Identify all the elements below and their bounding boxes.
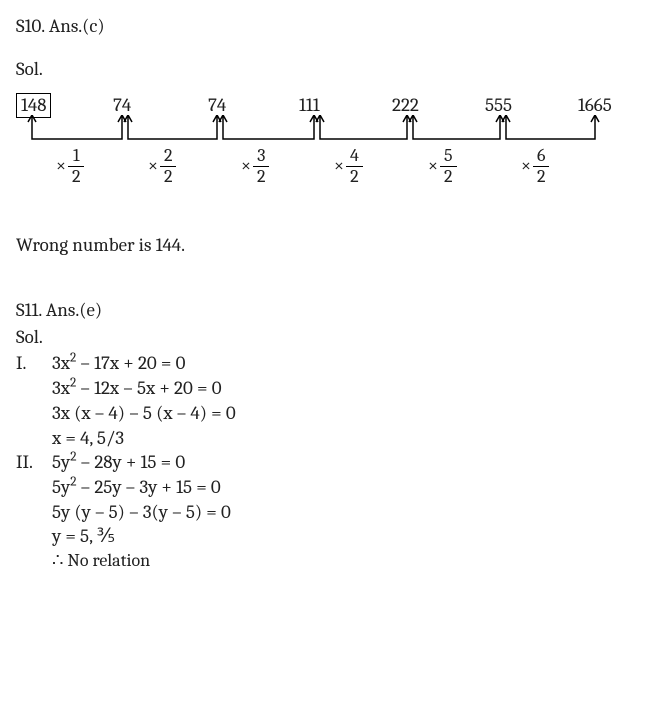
multiplier-4: ×52 bbox=[428, 147, 457, 186]
s11-ii-line-2: 5y (y – 5) – 3(y – 5) = 0 bbox=[16, 500, 631, 525]
seq-num-2: 74 bbox=[208, 93, 226, 118]
sequence-arrows bbox=[16, 115, 631, 149]
seq-num-1: 74 bbox=[113, 93, 131, 118]
s11-ii-line-1: 5y2 – 25y – 3y + 15 = 0 bbox=[16, 475, 631, 500]
s11-ii-line-4: ∴ No relation bbox=[16, 549, 631, 572]
s11-ii-line-0: II.5y2 – 28y + 15 = 0 bbox=[16, 450, 631, 475]
sequence-diagram: 148 74 74 111 222 555 1665 bbox=[16, 93, 631, 203]
s10-header: S10. Ans.(c) bbox=[16, 14, 631, 39]
wrong-number-text: Wrong number is 144. bbox=[16, 233, 631, 258]
multiplier-1: ×22 bbox=[148, 147, 176, 186]
seq-num-4: 222 bbox=[392, 93, 419, 118]
seq-num-5: 555 bbox=[485, 93, 512, 118]
s11-i-line-1: 3x2 – 12x – 5x + 20 = 0 bbox=[16, 376, 631, 401]
s11-i-line-3: x = 4, 5/3 bbox=[16, 426, 631, 451]
multiplier-0: ×12 bbox=[56, 147, 84, 186]
multiplier-3: ×42 bbox=[334, 147, 363, 186]
s11-ii-line-3: y = 5, ⅗ bbox=[16, 524, 631, 549]
s11-header: S11. Ans.(e) bbox=[16, 298, 631, 323]
multiplier-5: ×62 bbox=[521, 147, 549, 186]
multiplier-2: ×32 bbox=[241, 147, 269, 186]
s10-sol-label: Sol. bbox=[16, 57, 631, 82]
seq-num-6: 1665 bbox=[578, 93, 612, 118]
s11-i-line-2: 3x (x – 4) – 5 (x – 4) = 0 bbox=[16, 401, 631, 426]
s11-sol-label: Sol. bbox=[16, 325, 631, 350]
s11-i-line-0: I.3x2 – 17x + 20 = 0 bbox=[16, 351, 631, 376]
seq-num-3: 111 bbox=[299, 93, 320, 118]
